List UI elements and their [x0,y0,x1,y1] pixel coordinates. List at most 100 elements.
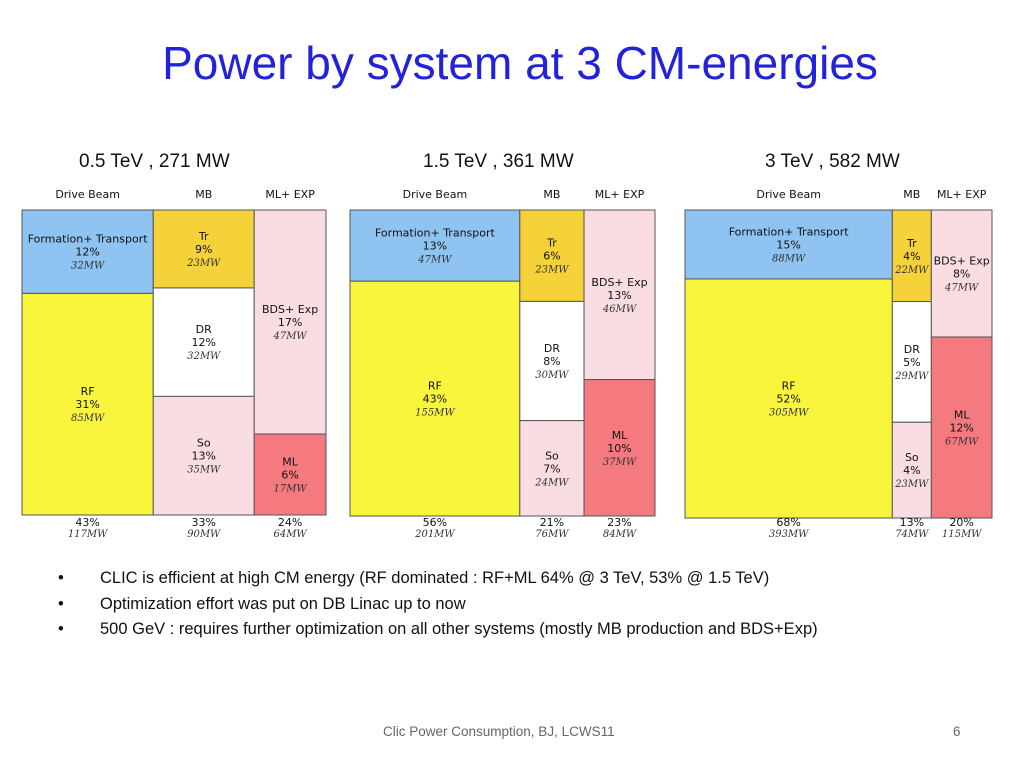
segment-pct: 12% [192,336,216,349]
segment-rf [21,292,154,516]
segment-mw: 88MW [772,253,806,264]
column-total-pct: 56% [423,516,447,529]
bullet-text: 500 GeV : requires further optimization … [100,620,818,638]
segment-pct: 13% [607,289,631,302]
segment-pct: 43% [423,393,447,406]
column-total-mw: 64MW [273,529,307,540]
page-number: 6 [953,724,961,739]
column-total-mw: 393MW [769,529,809,540]
column-total-mw: 76MW [535,529,569,540]
segment-label: BDS+ Exp [262,303,318,316]
segment-bds-exp [930,209,993,338]
bullet-list: • CLIC is efficient at high CM energy (RF… [58,569,818,646]
segment-mw: 32MW [71,261,105,272]
column-total-pct: 43% [75,516,99,529]
chart-title-1.5tev: 1.5 TeV , 361 MW [423,151,574,172]
footer-text: Clic Power Consumption, BJ, LCWS11 [383,724,615,739]
segment-ml [930,336,993,519]
segment-pct: 12% [949,421,973,434]
segment-so [891,421,932,519]
column-total-pct: 24% [278,516,302,529]
segment-pct: 17% [278,316,302,329]
bullet-dot-icon: • [58,594,64,613]
chart-title-3tev: 3 TeV , 582 MW [765,151,900,172]
segment-tr [152,209,255,289]
segment-label: DR [904,343,920,356]
bullet-text: CLIC is efficient at high CM energy (RF … [100,569,770,587]
column-total-mw: 115MW [942,529,982,540]
segment-mw: 29MW [894,371,929,382]
segment-bds-exp [583,209,656,381]
segment-label: So [905,451,919,464]
segment-mw: 30MW [535,370,569,381]
chart-title-0.5tev: 0.5 TeV , 271 MW [79,151,230,172]
segment-ml [583,379,656,517]
segment-pct: 6% [543,250,560,263]
segment-pct: 31% [75,398,99,411]
segment-label: Formation+ Transport [375,227,496,240]
segment-label: Formation+ Transport [729,225,850,238]
segment-mw: 47MW [272,331,307,342]
segment-label: Tr [906,237,917,250]
segment-mw: 23MW [186,258,221,269]
segment-pct: 8% [953,267,970,280]
segment-label: ML [282,455,298,468]
segment-pct: 52% [776,392,800,405]
segment-mw: 46MW [602,304,637,315]
segment-bds-exp [253,209,327,435]
segment-mw: 32MW [187,351,221,362]
segment-label: Tr [546,237,557,250]
segment-mw: 35MW [187,465,221,476]
column-label: MB [195,188,212,201]
column-total-mw: 117MW [68,529,108,540]
segment-label: ML [612,429,628,442]
column-total-pct: 21% [540,516,564,529]
column-total-pct: 20% [949,516,973,529]
column-label: ML+ EXP [595,188,645,201]
segment-label: RF [81,385,95,398]
segment-mw: 67MW [945,436,979,447]
column-total-pct: 13% [900,516,924,529]
segment-mw: 85MW [71,413,105,424]
segment-pct: 9% [195,243,212,256]
segment-label: RF [428,380,442,393]
segment-tr [891,209,932,303]
segment-formation-transport [684,209,893,280]
segment-so [519,420,585,517]
segment-ml [253,433,327,516]
segment-pct: 15% [776,238,800,251]
bullet-item: • Optimization effort was put on DB Linac… [58,595,818,621]
segment-mw: 23MW [894,479,929,490]
segment-mw: 305MW [769,407,809,418]
bullet-dot-icon: • [58,569,64,587]
segment-mw: 22MW [894,265,929,276]
column-label: Drive Beam [55,188,120,201]
segment-pct: 13% [423,240,447,253]
segment-label: Tr [198,230,209,243]
segment-pct: 8% [543,355,560,368]
segment-mw: 17MW [273,483,307,494]
segment-label: So [197,437,211,450]
column-label: MB [903,188,920,201]
bullet-text: Optimization effort was put on DB Linac … [100,594,466,613]
column-total-pct: 68% [776,516,800,529]
segment-formation-transport [21,209,154,294]
segment-mw: 24MW [534,477,569,488]
segment-label: DR [196,323,212,336]
segment-mw: 155MW [415,408,455,419]
segment-mw: 23MW [534,265,569,276]
segment-pct: 13% [192,450,216,463]
segment-mw: 47MW [417,255,452,266]
column-label: MB [543,188,560,201]
column-total-mw: 201MW [414,529,455,540]
column-total-mw: 74MW [895,529,929,540]
segment-rf [349,280,521,517]
column-label: ML+ EXP [265,188,315,201]
column-label: Drive Beam [403,188,468,201]
segment-mw: 47MW [944,282,979,293]
column-label: ML+ EXP [937,188,987,201]
column-total-mw: 84MW [603,529,637,540]
segment-label: ML [954,408,970,421]
segment-pct: 12% [75,246,99,259]
